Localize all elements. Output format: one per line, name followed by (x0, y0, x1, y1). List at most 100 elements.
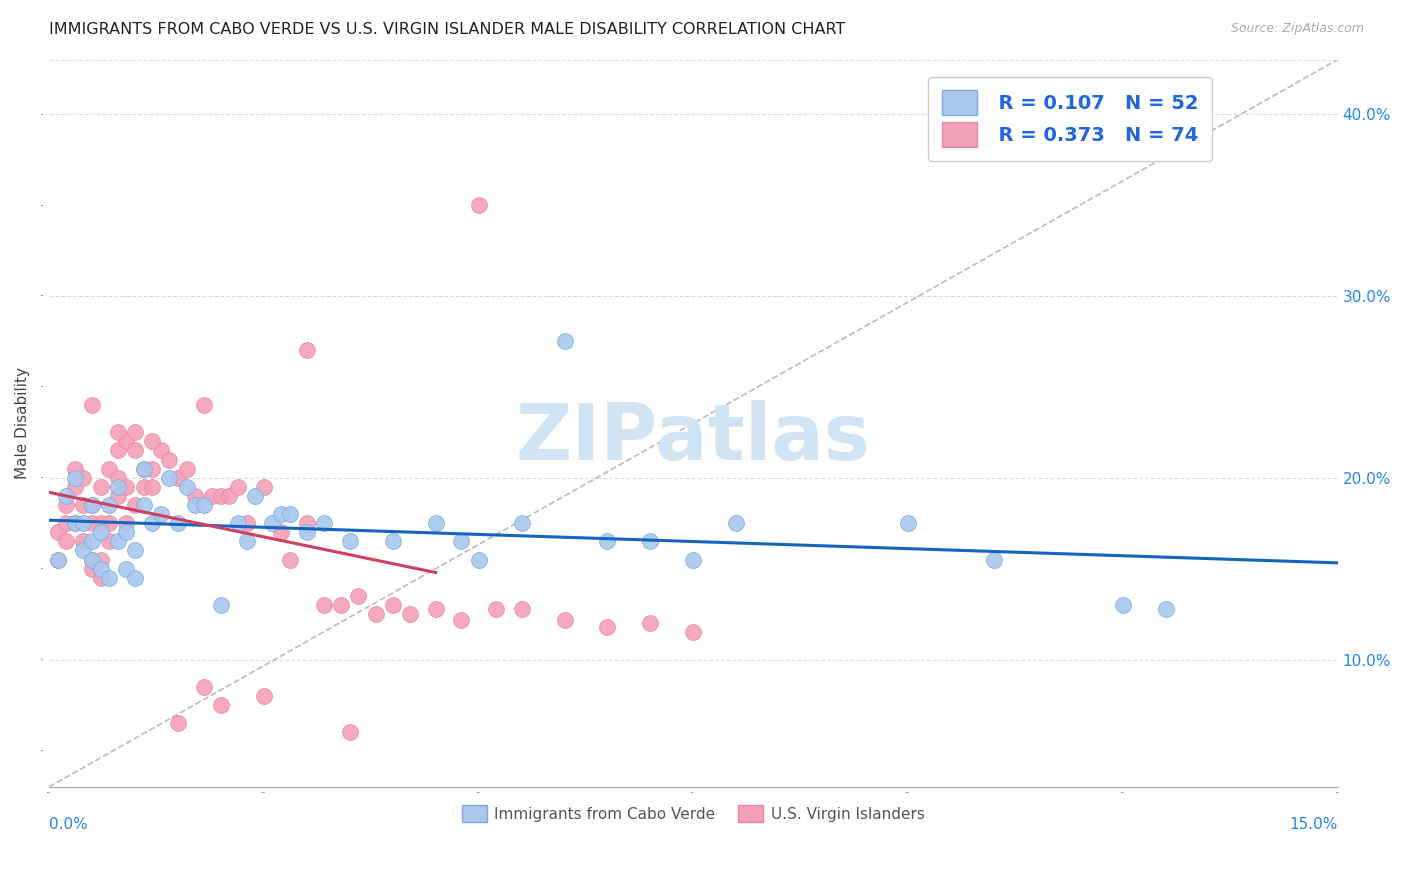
Point (80, 516, 103, 531)
Point (682, 625, 704, 640)
Point (1112, 598, 1135, 612)
Point (176, 461, 198, 475)
Point (209, 598, 232, 612)
Point (55, 489, 77, 503)
Point (510, 516, 533, 531)
Point (80, 534, 103, 549)
Point (72, 471, 94, 485)
Point (98, 498, 121, 512)
Point (278, 507, 301, 521)
Point (90, 552, 112, 566)
Point (115, 434, 138, 449)
Y-axis label: Male Disability: Male Disability (15, 368, 30, 479)
Point (107, 471, 129, 485)
Point (425, 601, 447, 615)
Point (184, 489, 207, 503)
Point (90, 571, 112, 585)
Point (124, 543, 146, 558)
Point (55, 516, 77, 531)
Point (72, 543, 94, 558)
Point (141, 516, 163, 531)
Point (312, 598, 335, 612)
Point (554, 613, 576, 627)
Point (63, 461, 86, 475)
Point (124, 498, 146, 512)
Point (141, 480, 163, 494)
Point (450, 534, 472, 549)
Point (124, 425, 146, 440)
Point (141, 434, 163, 449)
Point (554, 334, 576, 349)
Point (1154, 601, 1177, 615)
Point (46, 552, 69, 566)
Point (253, 689, 276, 703)
Point (364, 607, 387, 621)
Point (226, 480, 249, 494)
Point (72, 516, 94, 531)
Point (132, 480, 155, 494)
Text: 15.0%: 15.0% (1289, 817, 1337, 832)
Point (235, 534, 257, 549)
Point (339, 725, 361, 739)
Point (157, 471, 180, 485)
Point (295, 343, 318, 358)
Point (270, 525, 292, 540)
Point (983, 552, 1005, 566)
Point (485, 601, 508, 615)
Point (132, 498, 155, 512)
Point (149, 507, 172, 521)
Point (157, 452, 180, 467)
Point (115, 516, 138, 531)
Point (193, 498, 215, 512)
Point (167, 716, 190, 731)
Point (90, 516, 112, 531)
Point (201, 489, 224, 503)
Point (270, 507, 292, 521)
Point (72, 498, 94, 512)
Point (381, 534, 404, 549)
Point (209, 698, 232, 712)
Point (381, 598, 404, 612)
Point (63, 471, 86, 485)
Point (115, 480, 138, 494)
Point (253, 480, 276, 494)
Point (184, 498, 207, 512)
Point (80, 498, 103, 512)
Point (115, 525, 138, 540)
Point (80, 562, 103, 576)
Text: IMMIGRANTS FROM CABO VERDE VS U.S. VIRGIN ISLANDER MALE DISABILITY CORRELATION C: IMMIGRANTS FROM CABO VERDE VS U.S. VIRGI… (49, 22, 845, 37)
Point (167, 516, 190, 531)
Point (596, 620, 619, 634)
Point (330, 598, 353, 612)
Point (245, 489, 267, 503)
Point (98, 534, 121, 549)
Point (63, 516, 86, 531)
Point (278, 552, 301, 566)
Point (450, 613, 472, 627)
Legend: Immigrants from Cabo Verde, U.S. Virgin Islanders: Immigrants from Cabo Verde, U.S. Virgin … (454, 797, 932, 830)
Text: Source: ZipAtlas.com: Source: ZipAtlas.com (1230, 22, 1364, 36)
Point (262, 516, 284, 531)
Point (80, 398, 103, 412)
Point (596, 534, 619, 549)
Point (132, 461, 155, 475)
Text: ZIPatlas: ZIPatlas (516, 400, 870, 475)
Point (312, 516, 335, 531)
Point (141, 461, 163, 475)
Point (107, 489, 129, 503)
Point (193, 680, 215, 694)
Point (510, 601, 533, 615)
Point (55, 498, 77, 512)
Point (107, 480, 129, 494)
Point (90, 562, 112, 576)
Point (124, 443, 146, 458)
Point (167, 471, 190, 485)
Point (226, 516, 249, 531)
Point (107, 425, 129, 440)
Point (235, 516, 257, 531)
Point (107, 443, 129, 458)
Point (399, 607, 422, 621)
Point (295, 516, 318, 531)
Point (467, 198, 489, 212)
Point (295, 525, 318, 540)
